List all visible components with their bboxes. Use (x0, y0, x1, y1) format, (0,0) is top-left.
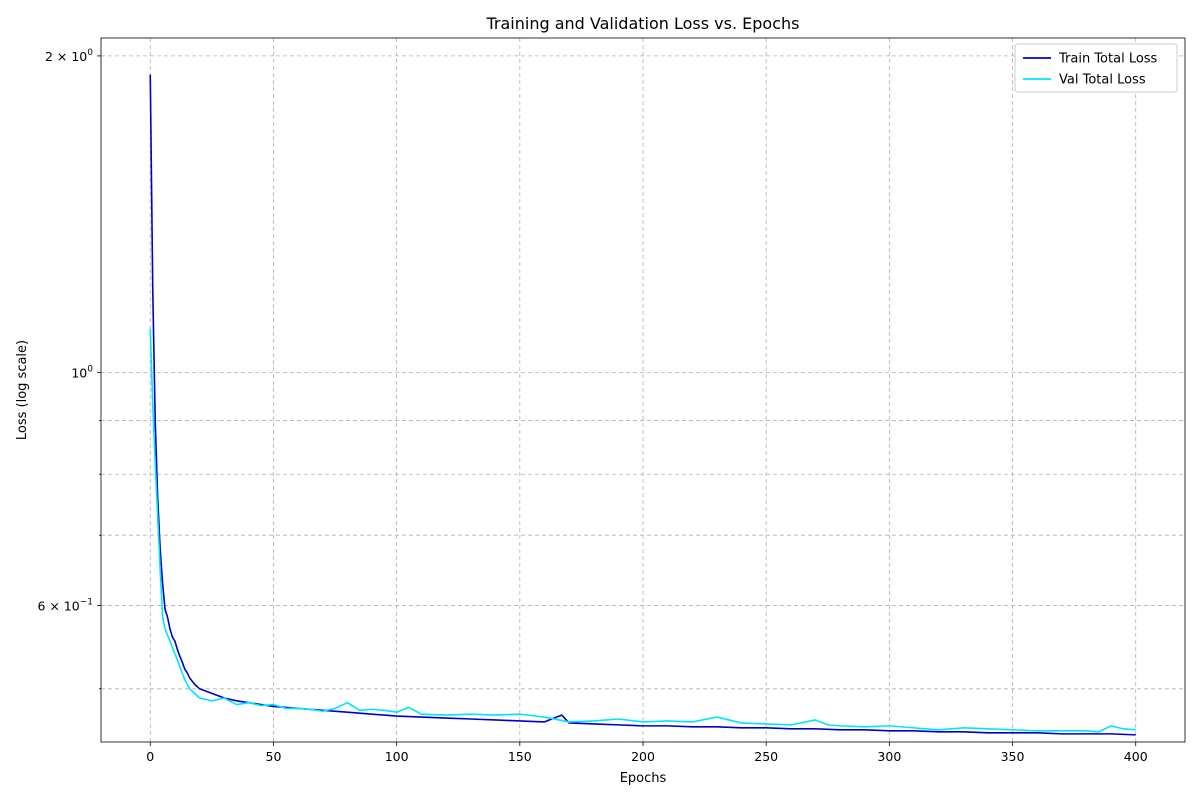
x-tick-label: 300 (877, 749, 901, 764)
legend-box (1014, 43, 1178, 93)
val-total-loss-legend-label: Val Total Loss (1059, 73, 1146, 88)
chart-title: Training and Validation Loss vs. Epochs (486, 14, 800, 33)
train-total-loss-legend-label: Train Total Loss (1058, 52, 1158, 67)
x-tick-label: 100 (385, 749, 409, 764)
tick-layer: 0 50 100 150 200 250 300 350 400 2 × 100 100 6 × 10… (37, 48, 1147, 764)
x-tick-label: 150 (508, 749, 532, 764)
x-tick-label: 400 (1124, 749, 1148, 764)
train-total-loss-line (149, 74, 1136, 736)
x-tick-label: 0 (146, 749, 154, 764)
val-total-loss-line (149, 328, 1136, 733)
y-axis-label: Loss (log scale) (15, 340, 30, 440)
y-tick-label: 100 (71, 364, 93, 380)
x-tick-label: 50 (266, 749, 282, 764)
y-tick-label: 6 × 10−1 (37, 598, 93, 614)
x-tick-label: 350 (1001, 749, 1025, 764)
y-tick-label: 2 × 100 (45, 48, 93, 64)
x-axis-label: Epochs (620, 771, 667, 786)
x-tick-label: 250 (754, 749, 778, 764)
x-tick-label: 200 (631, 749, 655, 764)
legend: Train Total Loss Val Total Loss (1014, 43, 1178, 93)
grid-layer (101, 38, 1185, 742)
series-layer (149, 74, 1136, 736)
